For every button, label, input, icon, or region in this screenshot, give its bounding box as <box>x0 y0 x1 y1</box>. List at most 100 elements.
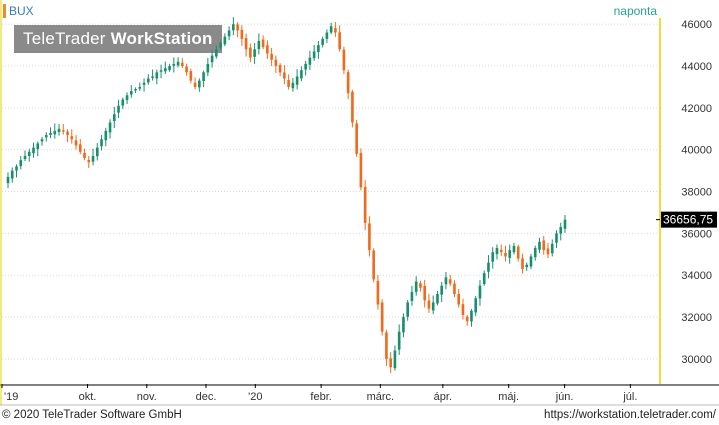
instrument-marker <box>3 4 6 18</box>
candle-body <box>376 280 380 305</box>
candle-body <box>181 62 184 67</box>
candle-body <box>53 130 57 135</box>
candle-body <box>444 277 448 285</box>
candle-body <box>74 140 78 146</box>
candle-body <box>457 293 461 305</box>
candle-body <box>57 128 61 132</box>
y-tick-label: 36000 <box>681 228 712 240</box>
candle-body <box>351 91 354 123</box>
candle-body <box>440 285 444 295</box>
x-tick-label: márc. <box>367 391 395 403</box>
y-tick-label: 40000 <box>681 145 712 157</box>
candle-body <box>112 114 116 122</box>
candle-body <box>521 258 524 269</box>
candle-body <box>423 286 427 301</box>
candle-body <box>495 248 499 255</box>
candle-body <box>397 331 401 350</box>
candle-body <box>304 63 307 70</box>
last-value-box <box>661 211 717 228</box>
candle-body <box>19 160 23 167</box>
candle-body <box>193 82 197 87</box>
candle-body <box>363 186 367 223</box>
candle-body <box>270 53 273 60</box>
candle-body <box>257 40 261 50</box>
watermark-brand: TeleTrader <box>23 29 106 48</box>
candle-body <box>40 139 44 142</box>
x-tick-label: febr. <box>310 391 331 403</box>
candle-body <box>223 36 227 45</box>
candle-body <box>283 72 286 79</box>
frequency-label[interactable]: naponta <box>613 4 657 18</box>
candle-body <box>346 72 350 94</box>
candle-body <box>342 49 346 71</box>
candle-body <box>95 147 99 157</box>
candle-body <box>355 123 358 154</box>
candle-body <box>91 155 95 162</box>
candle-body <box>151 76 154 78</box>
candle-body <box>87 159 91 163</box>
x-tick-label: máj. <box>498 391 519 403</box>
candle-body <box>512 245 516 253</box>
candle-body <box>274 59 278 67</box>
candle-body <box>389 358 392 368</box>
candle-body <box>295 76 299 85</box>
source-url[interactable]: https://workstation.teletrader.com/ <box>544 409 716 421</box>
x-tick-label: júl. <box>622 391 637 403</box>
candle-body <box>83 152 86 159</box>
candle-body <box>338 32 341 50</box>
candle-body <box>168 66 171 71</box>
candle-body <box>6 176 10 184</box>
candle-body <box>78 144 82 152</box>
watermark-logo: TeleTrader WorkStation <box>14 25 222 53</box>
x-tick-label: jún. <box>555 391 574 403</box>
candle-body <box>146 78 150 83</box>
candle-body <box>10 170 14 179</box>
candle-body <box>198 80 201 88</box>
candle-body <box>236 24 239 31</box>
y-tick-label: 34000 <box>681 270 712 282</box>
candle-body <box>215 49 218 57</box>
candle-body <box>525 264 529 268</box>
candle-body <box>550 243 554 254</box>
candle-body <box>321 38 324 45</box>
y-tick-label: 38000 <box>681 187 712 199</box>
candle-body <box>210 55 214 63</box>
candle-body <box>15 166 18 171</box>
candle-body <box>329 26 333 33</box>
candle-body <box>368 223 371 251</box>
candle-body <box>419 283 422 288</box>
candle-body <box>134 89 137 91</box>
candle-body <box>546 248 550 255</box>
candle-body <box>244 38 248 50</box>
y-tick-label: 30000 <box>681 354 712 366</box>
candle-body <box>232 24 235 31</box>
candle-body <box>176 61 180 66</box>
candle-body <box>470 310 473 322</box>
candle-body <box>402 317 405 333</box>
x-tick-label: '19 <box>4 391 18 403</box>
candle-body <box>312 51 316 59</box>
last-value-label: 36656,75 <box>663 213 713 227</box>
candle-body <box>406 302 409 317</box>
candle-body <box>300 70 303 79</box>
candle-body <box>461 304 465 315</box>
candle-body <box>563 219 567 229</box>
candle-body <box>482 273 486 285</box>
candle-body <box>508 250 512 258</box>
candle-body <box>278 65 282 73</box>
candle-body <box>108 122 112 133</box>
candle-body <box>431 302 435 311</box>
candle-body <box>559 227 563 234</box>
candle-body <box>44 135 48 138</box>
candle-body <box>529 256 533 267</box>
candle-body <box>533 248 537 258</box>
x-tick-label: okt. <box>79 391 97 403</box>
candle-body <box>185 66 188 73</box>
candle-body <box>317 45 320 53</box>
candle-body <box>478 285 482 299</box>
candle-body <box>164 68 167 72</box>
candle-body <box>487 262 490 272</box>
candle-body <box>380 302 384 332</box>
candle-body <box>516 246 520 259</box>
